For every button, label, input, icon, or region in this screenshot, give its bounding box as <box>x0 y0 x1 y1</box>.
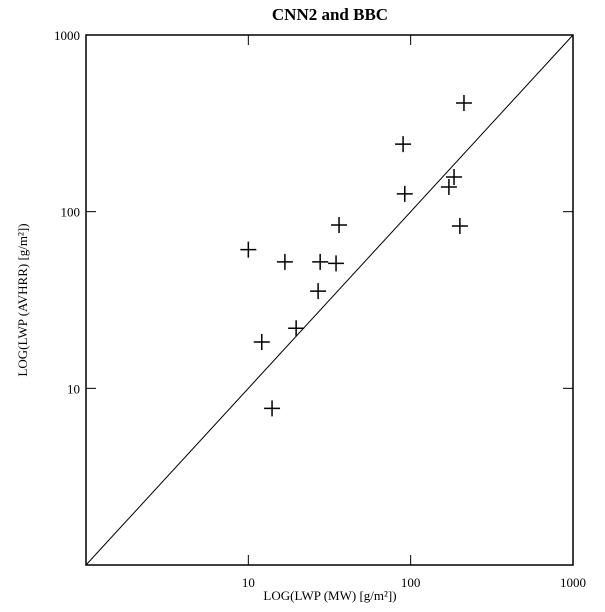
point <box>310 283 327 300</box>
point <box>451 217 468 234</box>
x-tick-label: 100 <box>401 575 421 590</box>
point <box>440 178 457 195</box>
x-tick-label: 10 <box>242 575 255 590</box>
point <box>276 253 293 270</box>
point <box>395 136 412 153</box>
y-tick-label: 100 <box>61 205 81 220</box>
y-tick-label: 1000 <box>54 28 80 43</box>
point <box>331 217 348 234</box>
point <box>312 253 329 270</box>
point <box>446 169 463 186</box>
point <box>264 400 281 417</box>
point <box>288 320 305 337</box>
point <box>240 241 257 258</box>
plot-frame <box>85 34 574 566</box>
one-to-one-line <box>85 34 574 566</box>
x-axis-label: LOG(LWP (MW) [g/m²]) <box>263 588 396 603</box>
y-tick-label: 10 <box>67 381 80 396</box>
x-tick-label: 1000 <box>560 575 586 590</box>
y-axis-label: LOG(LWP (AVHRR) [g/m²]) <box>15 223 30 376</box>
point <box>396 185 413 202</box>
chart-title: CNN2 and BBC <box>272 5 388 24</box>
point <box>253 333 270 350</box>
point <box>455 95 472 112</box>
point <box>328 255 345 272</box>
